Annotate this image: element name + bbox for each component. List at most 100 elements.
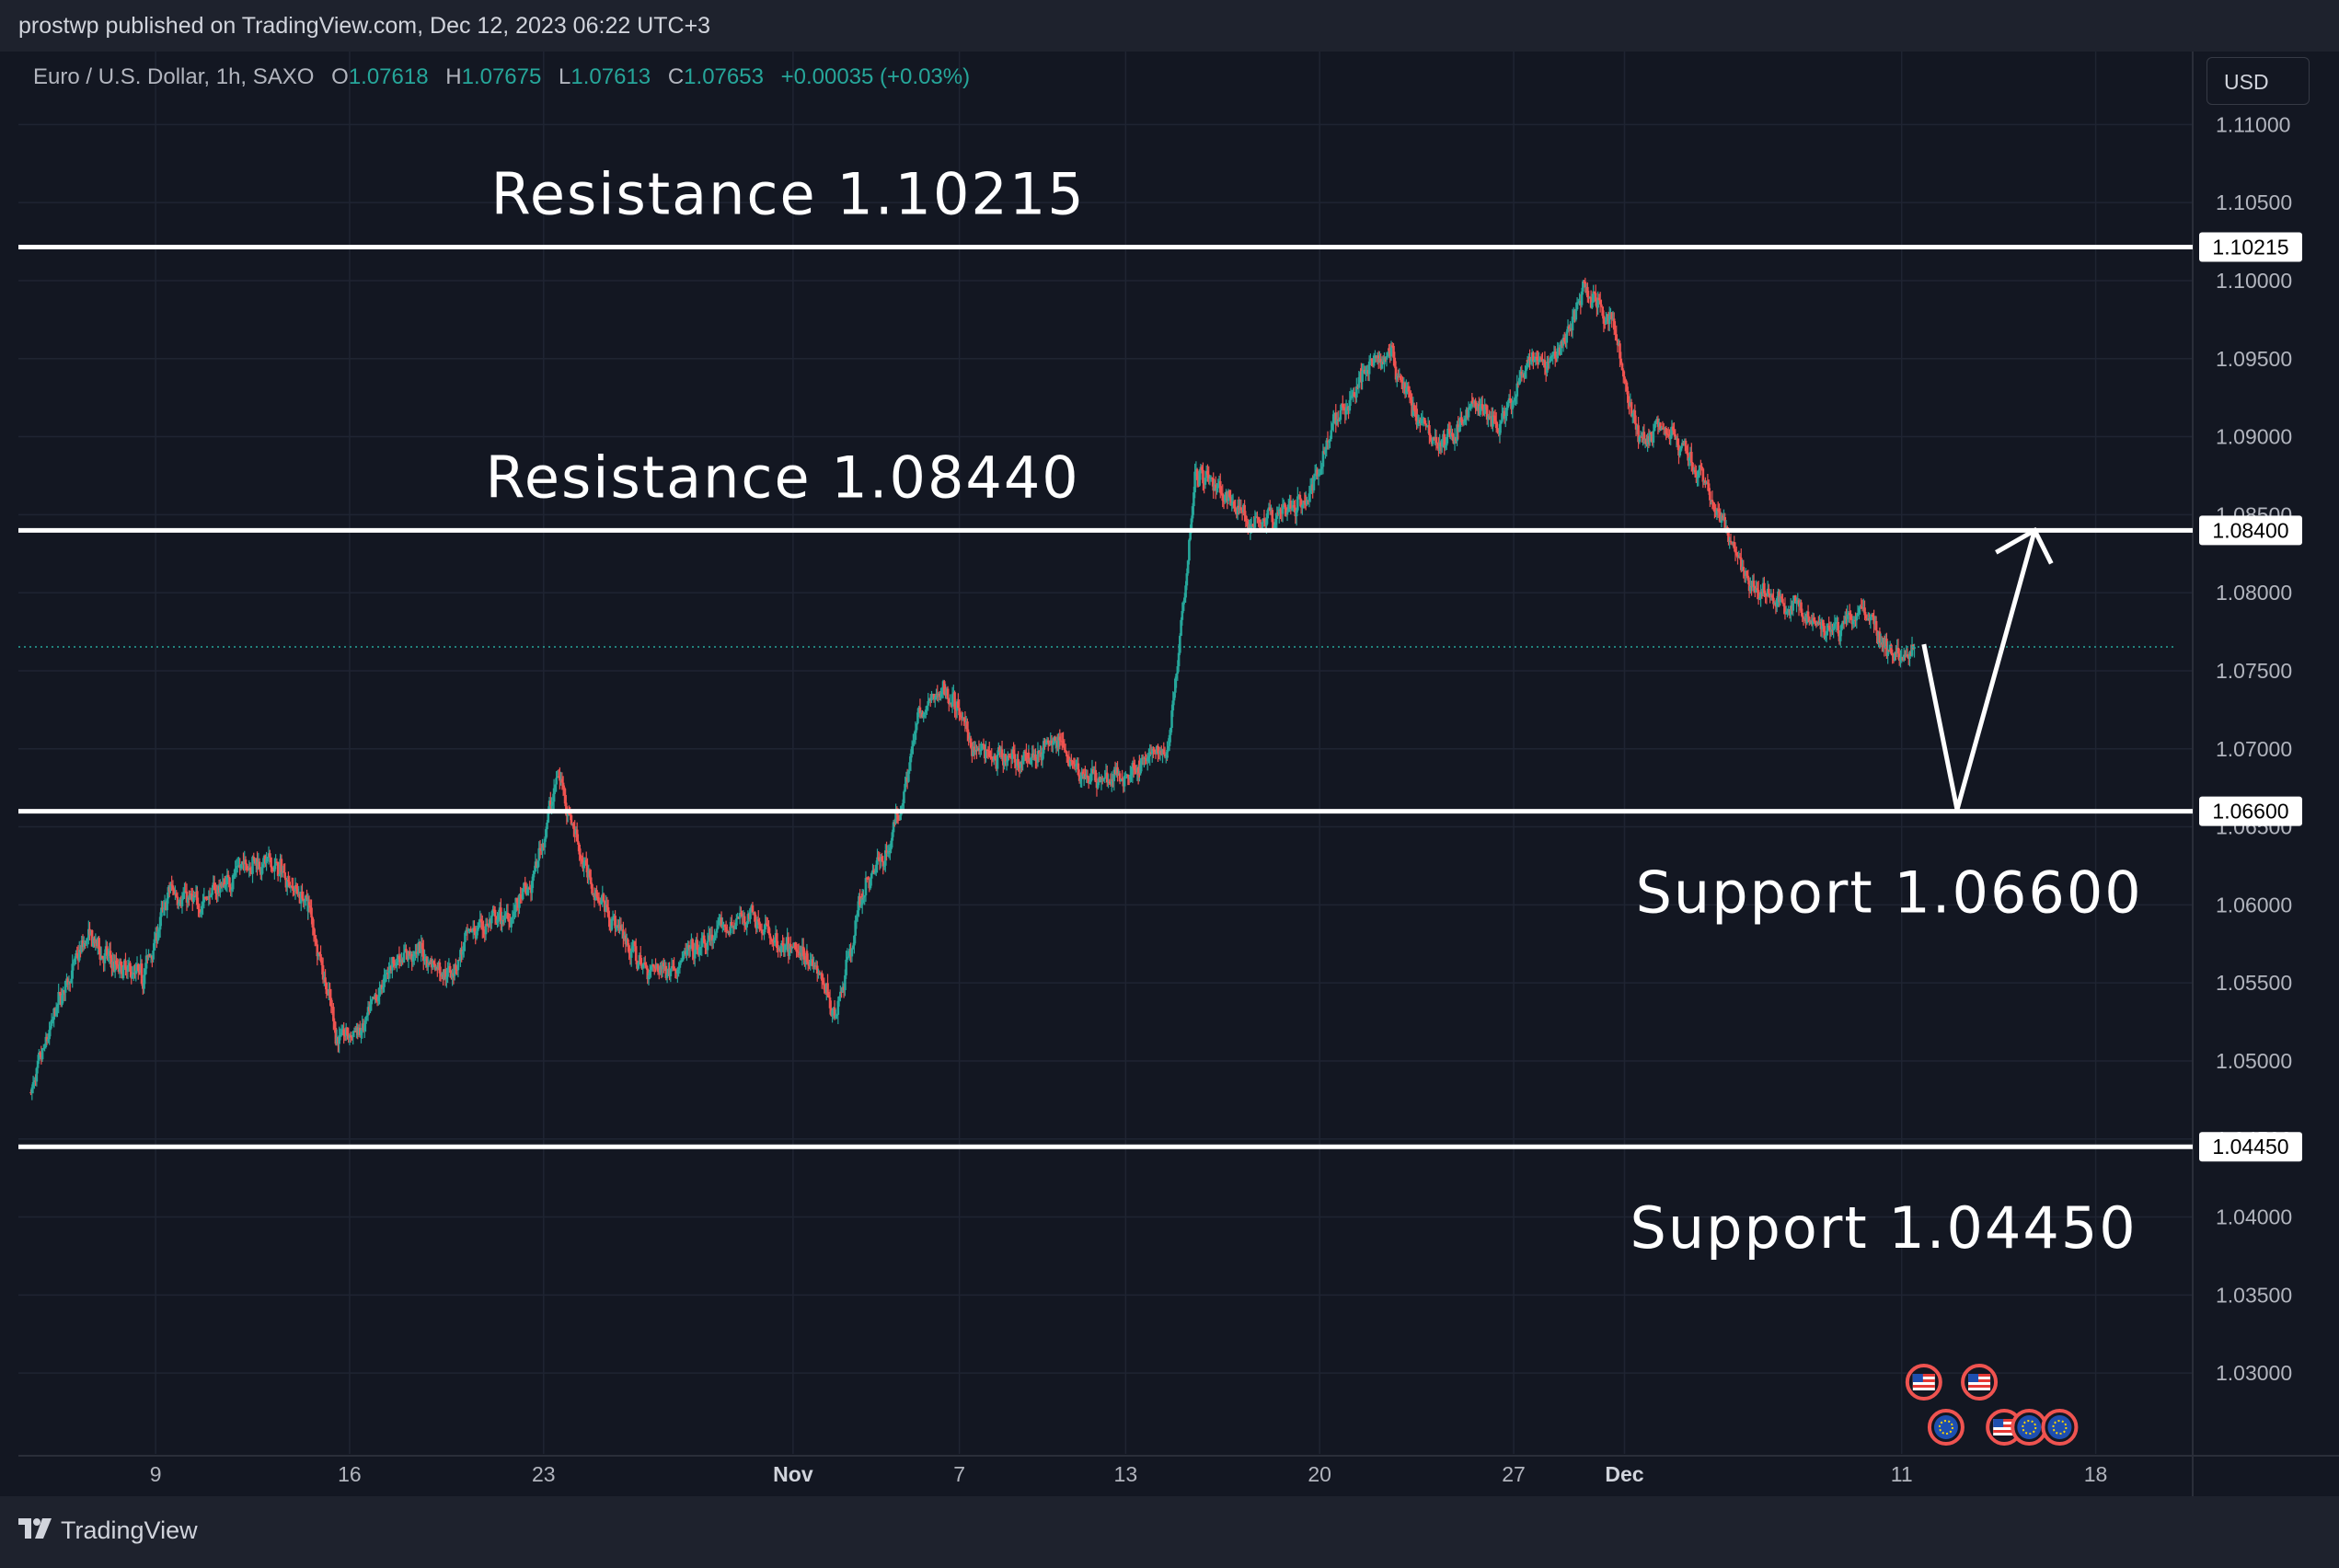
candle-body — [639, 955, 642, 964]
candle-body — [975, 750, 978, 752]
candle-body — [1129, 774, 1132, 780]
candle-body — [1864, 615, 1868, 618]
time-tick-label: 18 — [2084, 1462, 2108, 1486]
candle-body — [1716, 509, 1720, 512]
candle-body — [1435, 436, 1438, 444]
candle-body — [311, 917, 315, 928]
candle-body — [235, 866, 238, 869]
candle-body — [1275, 514, 1279, 519]
candle-body — [1081, 771, 1085, 777]
candle-body — [822, 980, 824, 985]
candle-body — [1412, 405, 1416, 411]
candle-body — [923, 712, 927, 715]
candle-body — [1446, 428, 1449, 437]
candle-body — [1567, 326, 1571, 329]
candle-body — [874, 864, 878, 872]
price-chart[interactable]: 1.030001.035001.040001.045001.050001.055… — [18, 52, 2339, 1496]
candle-body — [234, 868, 236, 875]
candle-body — [1902, 654, 1906, 661]
candle-body — [339, 1035, 342, 1037]
candle-body — [1185, 573, 1189, 586]
candle-body — [285, 880, 289, 888]
candle-body — [619, 925, 623, 930]
candle-body — [497, 913, 501, 920]
brand-name[interactable]: TradingView — [61, 1516, 198, 1544]
candle-body — [1874, 620, 1878, 631]
candle-body — [890, 840, 893, 849]
candle-body — [228, 877, 231, 888]
candle-body — [882, 865, 886, 868]
us-flag-icon-stripe — [1993, 1419, 2016, 1422]
candle-body — [1913, 647, 1916, 650]
candle-body — [1077, 775, 1081, 781]
candle-body — [1013, 754, 1017, 763]
currency-button[interactable]: USD — [2206, 57, 2310, 105]
candle-body — [1186, 560, 1190, 574]
candle-body — [738, 913, 742, 919]
candle-body — [1296, 496, 1299, 511]
candle-body — [839, 991, 842, 997]
candle-body — [462, 942, 466, 951]
candle-body — [1582, 289, 1584, 292]
candle-body — [1316, 469, 1319, 477]
candle-body — [718, 918, 720, 926]
low-label: L — [559, 64, 571, 89]
candle-body — [766, 924, 769, 927]
open-value: 1.07618 — [348, 64, 429, 89]
candle-body — [1266, 510, 1270, 519]
candle-body — [320, 961, 324, 965]
candle-body — [1469, 406, 1471, 409]
candle-body — [167, 887, 170, 899]
candle-body — [910, 746, 914, 754]
candle-body — [806, 962, 810, 963]
candle-body — [533, 871, 536, 874]
projection-arrowhead — [1995, 526, 2054, 565]
candle-body — [873, 871, 877, 874]
price-tick-label: 1.05500 — [2216, 971, 2292, 995]
candle-body — [1308, 487, 1312, 494]
candle-body — [1784, 611, 1788, 614]
candle-body — [1637, 426, 1640, 443]
eu-flag-icon-field — [2047, 1415, 2072, 1439]
candle-body — [1407, 386, 1411, 392]
candle-body — [764, 923, 767, 929]
candle-body — [1395, 375, 1399, 380]
candle-body — [131, 974, 134, 979]
candle-body — [1054, 737, 1057, 741]
candle-body — [383, 974, 386, 987]
candle-body — [1222, 501, 1226, 502]
chart-area[interactable]: 1.030001.035001.040001.045001.050001.055… — [18, 52, 2339, 1496]
candle-body — [1690, 452, 1693, 463]
us-flag-icon-stripe — [1993, 1430, 2016, 1433]
candle-body — [1221, 498, 1225, 502]
candle-body — [1299, 499, 1303, 508]
candle-body — [504, 914, 507, 917]
candle-body — [1273, 525, 1276, 528]
candle-body — [568, 813, 570, 815]
candle-body — [1257, 517, 1260, 520]
candle-body — [158, 917, 162, 930]
candle-body — [57, 991, 60, 1005]
candle-body — [560, 778, 564, 783]
candle-body — [903, 791, 905, 803]
candle-body — [1792, 601, 1795, 611]
candle-body — [969, 738, 973, 748]
candle-body — [1584, 282, 1587, 288]
candle-body — [515, 897, 519, 903]
candle-body — [1239, 507, 1243, 511]
candle-body — [1245, 521, 1249, 523]
candle-body — [1268, 507, 1272, 512]
candle-body — [990, 756, 994, 759]
candle-body — [261, 864, 265, 868]
candle-body — [1341, 403, 1344, 408]
candle-body — [1367, 361, 1371, 375]
candle-body — [157, 929, 161, 932]
candle-body — [478, 922, 480, 928]
candle-body — [731, 921, 733, 927]
candle-body — [502, 917, 506, 921]
candle-body — [304, 895, 307, 902]
tradingview-logo-icon[interactable] — [18, 1516, 55, 1544]
candle-body — [1698, 465, 1701, 471]
candle-body — [129, 963, 132, 972]
candle-body — [637, 963, 640, 969]
